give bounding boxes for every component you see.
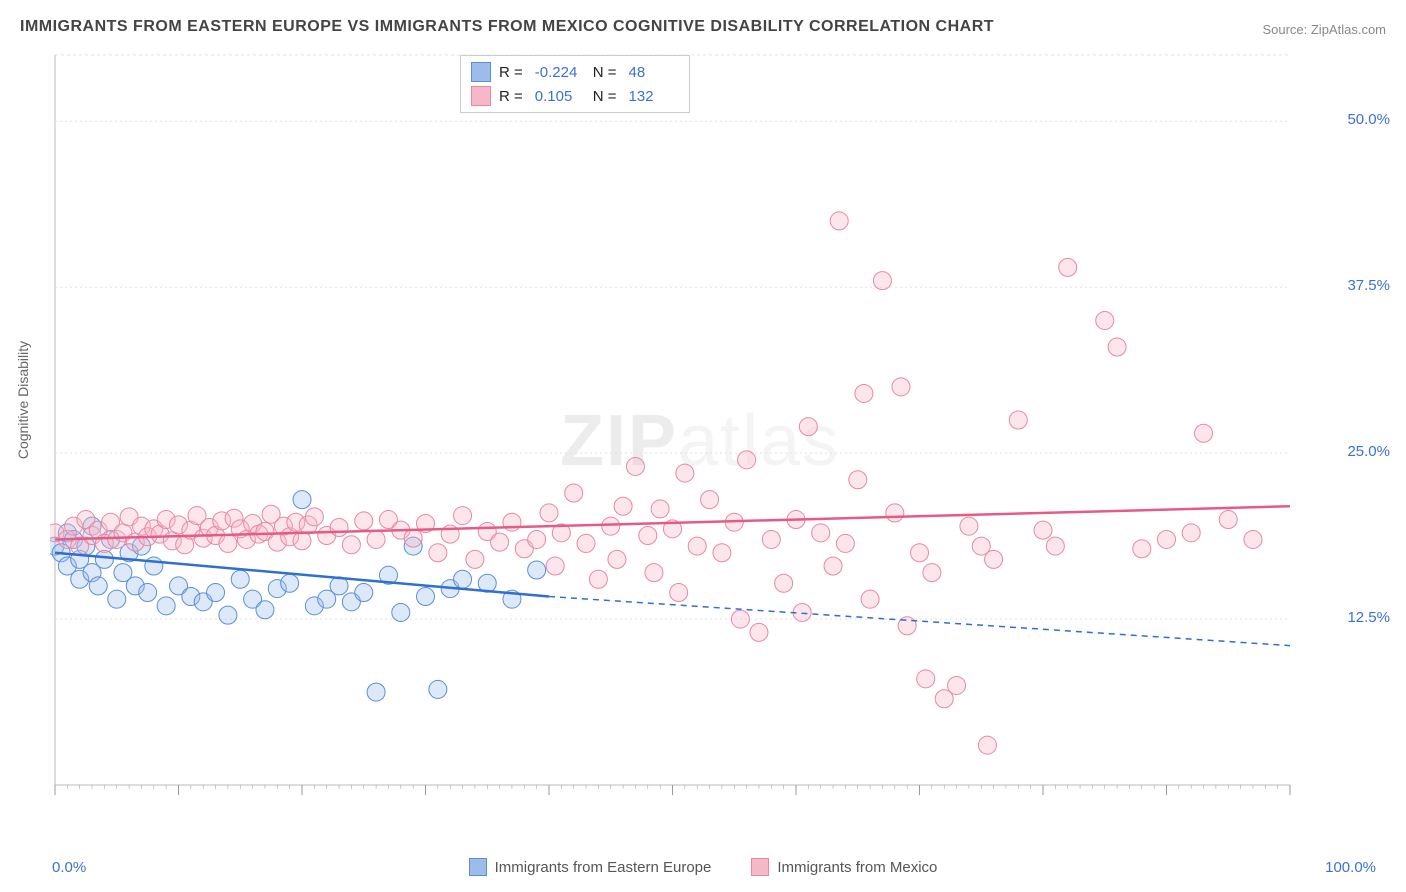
scatter-plot [50,50,1360,820]
legend-swatch-eastern-europe [471,62,491,82]
r-label: R = [499,64,523,81]
n-label: N = [593,64,617,81]
legend-swatch-mexico [751,858,769,876]
correlation-legend: R = -0.224 N = 48 R = 0.105 N = 132 [460,55,690,113]
legend-row-mexico: R = 0.105 N = 132 [471,84,679,108]
legend-label-mexico: Immigrants from Mexico [777,859,937,876]
r-value-mexico: 0.105 [535,88,585,105]
y-axis-label: Cognitive Disability [15,341,31,459]
n-value-eastern-europe: 48 [629,64,679,81]
n-label: N = [593,88,617,105]
legend-swatch-eastern-europe [469,858,487,876]
r-label: R = [499,88,523,105]
legend-row-eastern-europe: R = -0.224 N = 48 [471,60,679,84]
source-attribution: Source: ZipAtlas.com [1262,22,1386,37]
legend-swatch-mexico [471,86,491,106]
legend-item-eastern-europe: Immigrants from Eastern Europe [469,858,712,876]
legend-label-eastern-europe: Immigrants from Eastern Europe [495,859,712,876]
legend-item-mexico: Immigrants from Mexico [751,858,937,876]
chart-title: IMMIGRANTS FROM EASTERN EUROPE VS IMMIGR… [20,18,994,36]
n-value-mexico: 132 [629,88,679,105]
series-legend: Immigrants from Eastern Europe Immigrant… [0,858,1406,876]
r-value-eastern-europe: -0.224 [535,64,585,81]
